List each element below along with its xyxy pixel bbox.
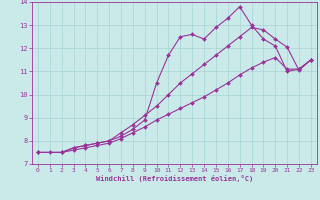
X-axis label: Windchill (Refroidissement éolien,°C): Windchill (Refroidissement éolien,°C) <box>96 175 253 182</box>
